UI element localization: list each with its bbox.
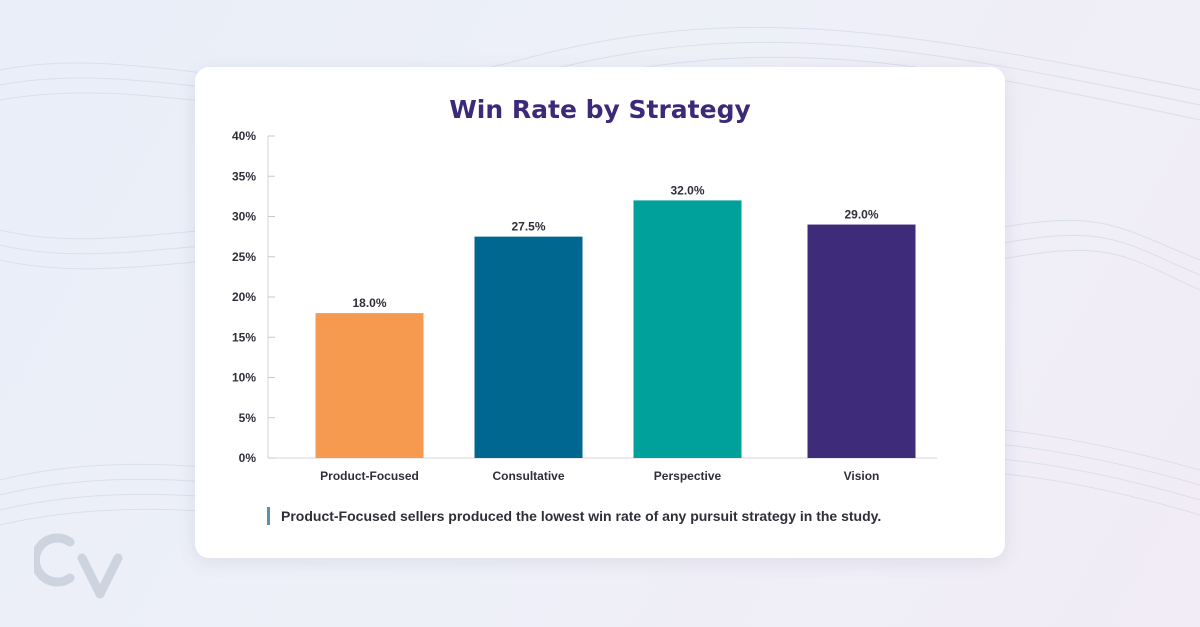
x-tick-label: Consultative	[492, 469, 564, 483]
bar-chart: 0% 5% 10% 15% 20% 25% 30% 35% 40% 18.0% Product-Fo…	[232, 129, 937, 483]
y-tick-label: 40%	[232, 129, 256, 143]
y-tick-label: 10%	[232, 371, 256, 385]
y-tick-label: 15%	[232, 330, 256, 344]
x-tick-label: Product-Focused	[320, 469, 419, 483]
x-tick-label: Vision	[844, 469, 880, 483]
y-tick-label: 20%	[232, 290, 256, 304]
data-label: 18.0%	[352, 296, 386, 310]
y-tick-label: 25%	[232, 250, 256, 264]
y-tick-label: 30%	[232, 210, 256, 224]
data-label: 29.0%	[844, 208, 878, 222]
bar-consultative	[474, 236, 583, 458]
takeaway-note: Product-Focused sellers produced the low…	[267, 507, 881, 525]
takeaway-accent-bar	[267, 507, 270, 525]
takeaway-text: Product-Focused sellers produced the low…	[281, 508, 882, 524]
y-tick-label: 5%	[239, 411, 257, 425]
bar-vision	[807, 224, 916, 458]
data-label: 27.5%	[511, 220, 545, 234]
y-tick-label: 35%	[232, 169, 256, 183]
brand-logo	[34, 533, 123, 599]
y-tick-label: 0%	[239, 451, 257, 465]
data-label: 32.0%	[670, 183, 704, 197]
bar-perspective	[633, 200, 742, 458]
x-tick-label: Perspective	[654, 469, 722, 483]
chart-card: Win Rate by Strategy 0% 5% 10% 15% 20% 25% 30%…	[195, 67, 1005, 558]
bar-product-focused	[315, 313, 424, 458]
chart-title: Win Rate by Strategy	[449, 95, 751, 124]
